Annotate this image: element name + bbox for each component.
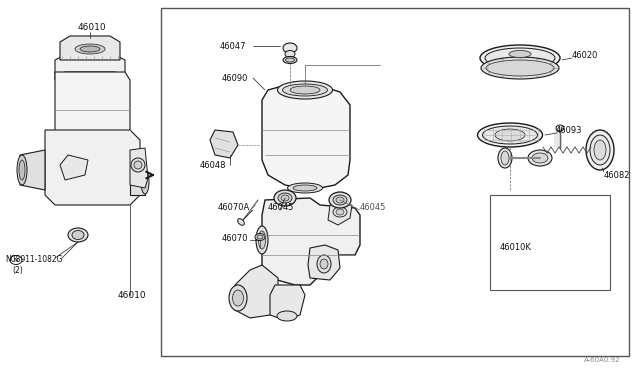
- Ellipse shape: [277, 311, 297, 321]
- Ellipse shape: [278, 81, 333, 99]
- Ellipse shape: [237, 219, 244, 225]
- Polygon shape: [328, 205, 352, 225]
- Ellipse shape: [287, 183, 323, 193]
- Ellipse shape: [256, 226, 268, 254]
- Text: 46010: 46010: [78, 22, 107, 32]
- Text: 46010K: 46010K: [500, 243, 532, 251]
- Polygon shape: [45, 130, 140, 205]
- Text: (2): (2): [12, 266, 23, 275]
- Text: 46090: 46090: [222, 74, 248, 83]
- Ellipse shape: [501, 151, 509, 165]
- Ellipse shape: [333, 195, 347, 205]
- Ellipse shape: [283, 57, 297, 64]
- Ellipse shape: [329, 192, 351, 208]
- Text: A-60A0.92: A-60A0.92: [584, 357, 620, 363]
- Ellipse shape: [68, 228, 88, 242]
- Ellipse shape: [495, 129, 525, 141]
- Polygon shape: [262, 198, 360, 285]
- Text: 46020: 46020: [572, 51, 598, 60]
- Ellipse shape: [281, 195, 289, 201]
- Ellipse shape: [72, 231, 84, 240]
- Ellipse shape: [485, 48, 555, 68]
- Text: 46070A: 46070A: [218, 202, 250, 212]
- Polygon shape: [60, 155, 88, 180]
- Text: 46070: 46070: [222, 234, 248, 243]
- Ellipse shape: [257, 235, 263, 239]
- Polygon shape: [210, 130, 238, 158]
- Ellipse shape: [477, 123, 543, 147]
- Polygon shape: [55, 55, 125, 80]
- Polygon shape: [130, 148, 148, 188]
- Text: 46047: 46047: [220, 42, 246, 51]
- Ellipse shape: [283, 43, 297, 53]
- Text: 46048: 46048: [200, 160, 227, 170]
- Ellipse shape: [290, 86, 320, 94]
- Ellipse shape: [528, 150, 552, 166]
- Ellipse shape: [134, 161, 142, 169]
- Ellipse shape: [259, 231, 266, 249]
- Ellipse shape: [229, 285, 247, 311]
- Ellipse shape: [17, 155, 27, 185]
- Polygon shape: [235, 265, 278, 318]
- Polygon shape: [270, 285, 305, 320]
- Polygon shape: [308, 245, 340, 280]
- Text: 46045: 46045: [268, 202, 294, 212]
- Bar: [490, 195, 610, 290]
- Polygon shape: [262, 84, 350, 190]
- Ellipse shape: [285, 58, 294, 62]
- Ellipse shape: [10, 256, 22, 264]
- Ellipse shape: [19, 160, 25, 180]
- Text: 46093: 46093: [556, 125, 582, 135]
- Polygon shape: [20, 150, 45, 190]
- Ellipse shape: [481, 57, 559, 79]
- Ellipse shape: [131, 158, 145, 172]
- Ellipse shape: [293, 185, 317, 191]
- Ellipse shape: [509, 51, 531, 58]
- Ellipse shape: [594, 140, 606, 160]
- Ellipse shape: [590, 135, 610, 165]
- Ellipse shape: [141, 170, 149, 194]
- Ellipse shape: [255, 234, 265, 241]
- Ellipse shape: [532, 153, 548, 163]
- Ellipse shape: [75, 44, 105, 54]
- Ellipse shape: [483, 126, 538, 144]
- Ellipse shape: [336, 209, 344, 215]
- Ellipse shape: [285, 51, 295, 58]
- Ellipse shape: [336, 197, 344, 203]
- Ellipse shape: [586, 130, 614, 170]
- Bar: [161, 8, 629, 356]
- Ellipse shape: [317, 255, 331, 273]
- Ellipse shape: [320, 259, 328, 269]
- Ellipse shape: [486, 60, 554, 76]
- Ellipse shape: [333, 207, 347, 217]
- Text: N: N: [13, 257, 18, 263]
- Text: 46045: 46045: [360, 202, 387, 212]
- Ellipse shape: [282, 84, 328, 96]
- Ellipse shape: [480, 45, 560, 71]
- Text: N08911-1082G: N08911-1082G: [5, 256, 63, 264]
- Text: 46082: 46082: [604, 170, 630, 180]
- Ellipse shape: [278, 193, 292, 203]
- Ellipse shape: [556, 125, 564, 131]
- Ellipse shape: [498, 148, 512, 168]
- Text: 46010: 46010: [118, 291, 147, 299]
- Polygon shape: [130, 170, 145, 195]
- Polygon shape: [60, 36, 120, 60]
- Ellipse shape: [80, 46, 100, 52]
- Ellipse shape: [274, 190, 296, 206]
- Polygon shape: [55, 72, 130, 148]
- Ellipse shape: [232, 290, 243, 306]
